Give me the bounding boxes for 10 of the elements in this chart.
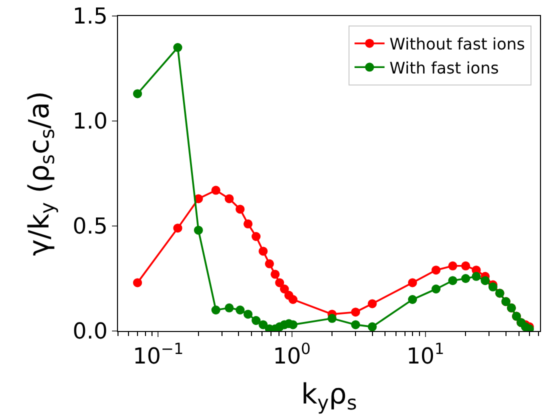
legend-label: Without fast ions	[390, 34, 526, 54]
y-tick-label: 1.5	[72, 4, 108, 30]
x-tick-label: 10$^{0}$	[272, 340, 311, 370]
y-tick-label: 0.5	[72, 214, 108, 240]
legend-label: With fast ions	[390, 58, 499, 78]
x-tick-label: 10$^{1}$	[406, 340, 444, 370]
y-tick-label: 1.0	[72, 110, 108, 135]
y-tick-label: 0.0	[72, 320, 108, 345]
x-tick-label: 10$^{−1}$	[132, 340, 184, 370]
x-axis-title: k$_{y}$ρ$_{s}$	[301, 378, 357, 414]
